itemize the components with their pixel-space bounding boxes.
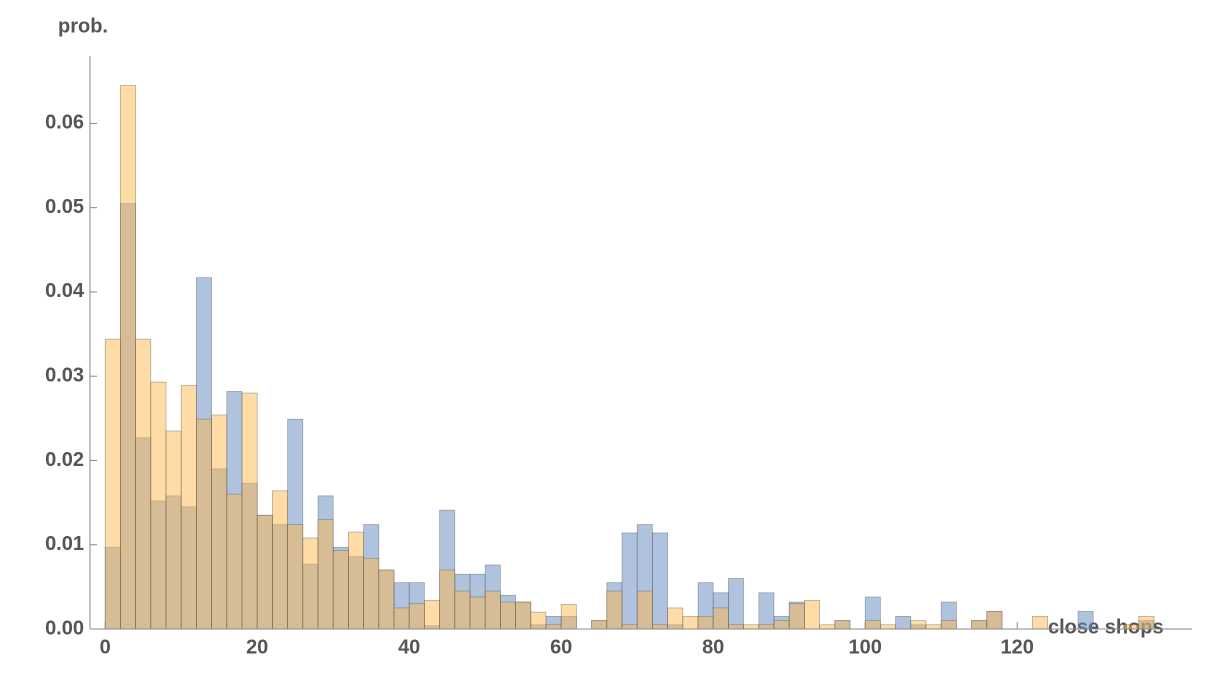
bar — [150, 381, 167, 630]
bar — [940, 620, 957, 630]
bar — [545, 624, 562, 630]
bar — [363, 557, 380, 630]
y-tick-label: 0.04 — [45, 280, 85, 302]
bar — [287, 524, 304, 630]
bar — [971, 620, 988, 630]
y-tick-label: 0.02 — [45, 449, 84, 471]
bar — [120, 85, 136, 630]
bar — [1138, 616, 1155, 630]
bar — [241, 392, 258, 630]
y-tick-label: 0.03 — [45, 364, 84, 386]
bar — [226, 493, 243, 630]
x-tick-label: 20 — [246, 636, 268, 658]
bar — [667, 607, 684, 630]
x-tick-label: 100 — [849, 636, 882, 658]
bar — [652, 624, 668, 630]
bar — [515, 601, 532, 630]
bar — [439, 569, 456, 630]
bar — [636, 590, 653, 630]
bar — [1077, 610, 1094, 630]
bar — [256, 514, 273, 630]
bar — [804, 599, 820, 630]
y-tick-label: 0.00 — [45, 617, 84, 639]
bar — [196, 418, 212, 630]
bar — [454, 590, 471, 630]
bar — [272, 490, 288, 630]
bar — [621, 532, 638, 630]
bar — [560, 604, 577, 630]
bar — [378, 569, 395, 630]
y-axis-label: prob. — [58, 15, 108, 37]
bar — [332, 550, 349, 630]
y-tick-label: 0.05 — [45, 196, 84, 218]
x-tick-label: 0 — [100, 636, 111, 658]
bar — [484, 590, 501, 630]
bar — [910, 620, 927, 630]
bar — [408, 603, 425, 630]
bar — [1032, 616, 1048, 630]
bar — [712, 607, 729, 630]
bar — [393, 607, 410, 630]
bar — [728, 624, 744, 630]
bar — [788, 603, 805, 630]
bar — [895, 616, 912, 630]
bar — [925, 624, 942, 630]
bar — [758, 624, 775, 630]
x-axis-label: close shops — [1048, 616, 1164, 638]
bar — [424, 599, 440, 630]
bar — [986, 610, 1003, 630]
y-tick-label: 0.06 — [45, 112, 84, 134]
bar — [880, 624, 896, 630]
bar — [606, 590, 623, 630]
bar — [697, 616, 714, 630]
bar — [834, 620, 851, 630]
bar — [621, 624, 638, 630]
bar — [104, 338, 121, 630]
bar — [500, 601, 516, 630]
bar — [211, 414, 228, 630]
bar — [302, 537, 319, 630]
bar — [530, 611, 547, 630]
y-tick-label: 0.01 — [45, 533, 84, 555]
x-tick-label: 120 — [1001, 636, 1034, 658]
bar — [1123, 624, 1140, 630]
bar — [348, 531, 364, 630]
bar — [135, 338, 152, 630]
bar — [682, 616, 699, 630]
bar — [591, 620, 608, 630]
bar — [652, 532, 668, 630]
bar — [180, 385, 197, 630]
bar — [165, 430, 182, 630]
bar — [864, 620, 881, 630]
bar — [317, 519, 334, 630]
bar — [469, 596, 486, 630]
bar — [819, 624, 836, 630]
bar — [758, 592, 775, 630]
x-tick-label: 60 — [550, 636, 572, 658]
x-tick-label: 40 — [398, 636, 420, 658]
bar — [773, 620, 790, 630]
x-tick-label: 80 — [702, 636, 724, 658]
bar — [728, 578, 744, 630]
bar — [743, 624, 760, 630]
